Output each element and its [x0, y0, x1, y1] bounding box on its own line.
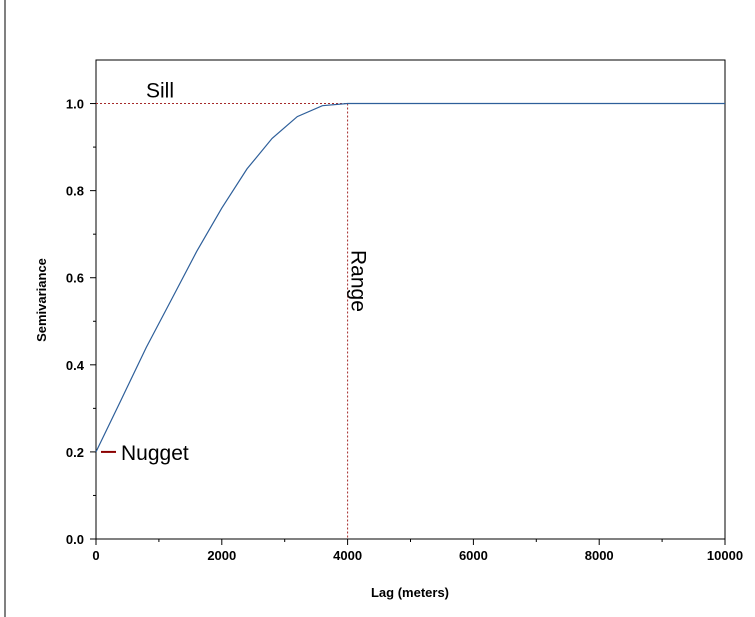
y-tick-label: 0.2 — [66, 445, 84, 460]
sill-label: Sill — [146, 80, 174, 103]
x-tick-label: 10000 — [707, 548, 743, 563]
plot-area-frame — [95, 59, 726, 540]
x-axis-ticks: 0 2000 4000 6000 8000 10000 — [92, 539, 743, 563]
y-tick-label: 0.8 — [66, 184, 84, 199]
y-tick-label: 0.4 — [66, 358, 85, 373]
range-label: Range — [347, 250, 370, 312]
y-tick-label: 1.0 — [66, 97, 84, 112]
nugget-label: Nugget — [121, 442, 189, 465]
x-axis-label: Lag (meters) — [371, 585, 449, 600]
minor-ticks — [93, 146, 663, 542]
semivariogram-curve — [95, 102, 725, 453]
y-axis-ticks: 0.0 0.2 0.4 0.6 0.8 1.0 — [66, 97, 96, 547]
reference-lines — [96, 103, 349, 539]
x-tick-label: 6000 — [459, 548, 488, 563]
y-tick-label: 0.0 — [66, 532, 84, 547]
x-tick-label: 0 — [92, 548, 99, 563]
y-axis-label: Semivariance — [34, 258, 49, 342]
x-tick-label: 2000 — [207, 548, 236, 563]
x-tick-label: 8000 — [585, 548, 614, 563]
y-tick-label: 0.6 — [66, 271, 84, 286]
x-tick-label: 4000 — [333, 548, 362, 563]
